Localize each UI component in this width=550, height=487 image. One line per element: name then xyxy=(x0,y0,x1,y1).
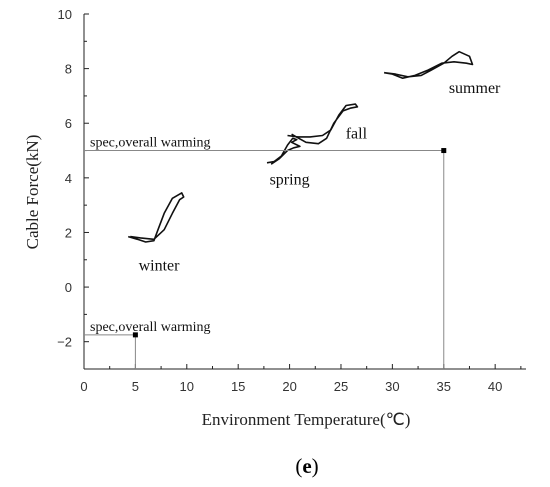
season-label: fall xyxy=(346,125,368,142)
x-axis-title: Environment Temperature(℃) xyxy=(202,410,411,429)
spec-marker xyxy=(132,332,138,338)
spec-label: spec,overall warming xyxy=(90,320,211,335)
x-tick-label: 5 xyxy=(132,379,139,394)
season-label: spring xyxy=(270,172,310,189)
x-tick-label: 0 xyxy=(80,379,87,394)
season-label: winter xyxy=(139,258,181,275)
series-summer xyxy=(383,50,474,79)
y-tick-label: 0 xyxy=(65,280,72,295)
x-tick-label: 25 xyxy=(334,379,348,394)
spec-marker xyxy=(441,148,447,154)
labels-layer: winter spring fall summer xyxy=(139,80,501,275)
y-tick-label: 8 xyxy=(65,62,72,77)
x-tick-label: 35 xyxy=(437,379,451,394)
panel-label: (e) xyxy=(295,454,318,478)
y-tick-label: 4 xyxy=(65,171,72,186)
season-label: summer xyxy=(449,80,501,97)
x-tick-label: 40 xyxy=(488,379,502,394)
x-tick-label: 30 xyxy=(385,379,399,394)
spec-label: spec,overall warming xyxy=(90,136,211,151)
series-spring xyxy=(266,137,301,165)
axes: 0 5 10 15 20 25 30 35 40 −2 0 2 4 6 8 10 xyxy=(57,7,526,394)
y-axis-title: Cable Force(kN) xyxy=(23,135,42,250)
x-tick-label: 20 xyxy=(282,379,296,394)
spec-layer: spec,overall warming spec,overall warming xyxy=(84,136,447,369)
y-tick-label: 2 xyxy=(65,225,72,240)
x-tick-label: 10 xyxy=(180,379,194,394)
y-tick-label: −2 xyxy=(57,335,72,350)
series-winter xyxy=(127,192,185,243)
x-tick-label: 15 xyxy=(231,379,245,394)
series-layer xyxy=(127,50,474,243)
y-tick-label: 10 xyxy=(58,7,72,22)
y-tick-label: 6 xyxy=(65,116,72,131)
series-fall xyxy=(287,103,359,145)
